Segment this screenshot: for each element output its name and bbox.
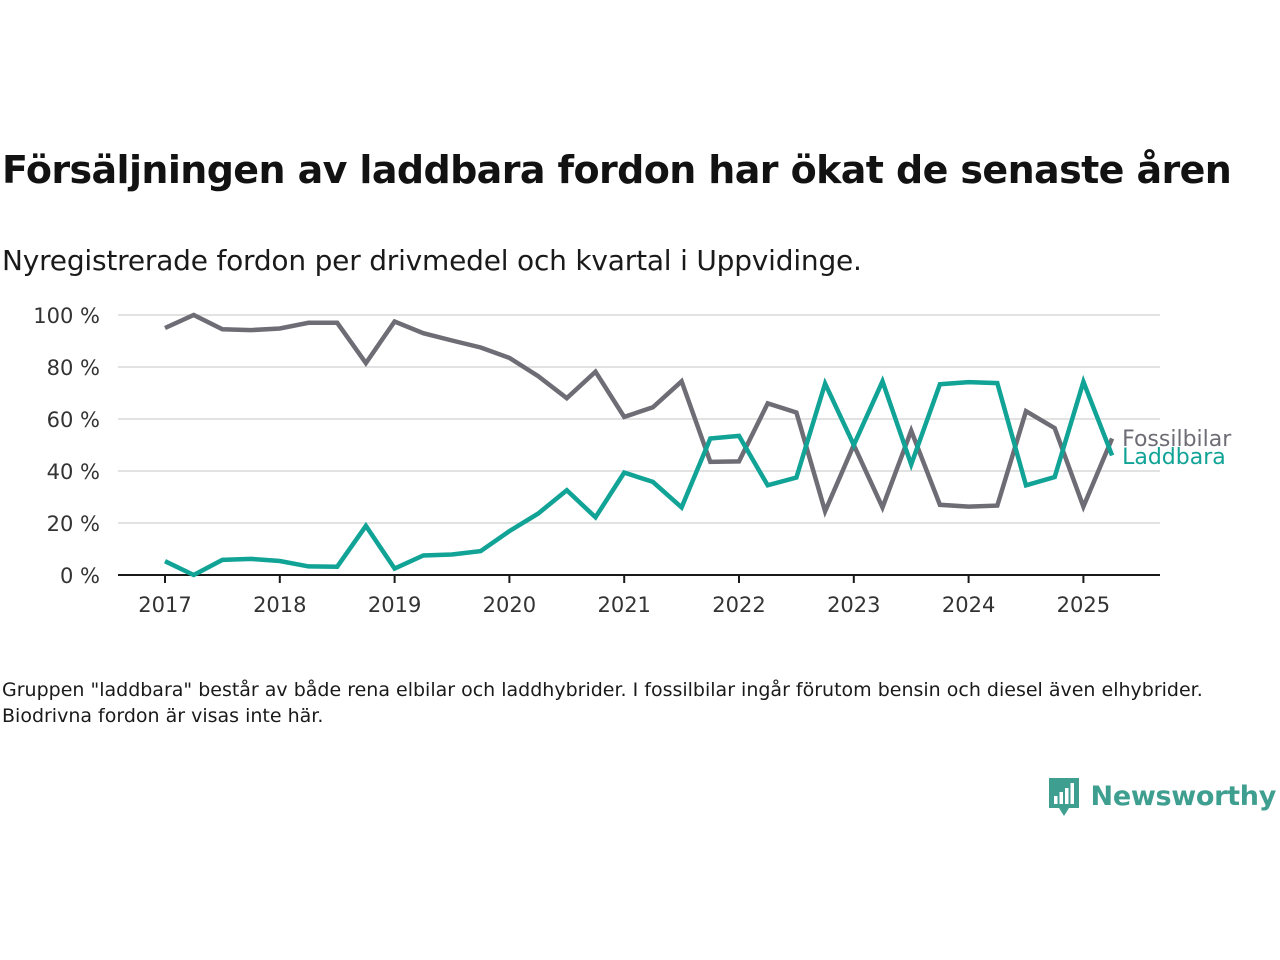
y-tick-label: 60 % xyxy=(47,408,100,432)
x-tick-label: 2024 xyxy=(942,593,995,617)
x-tick-label: 2019 xyxy=(368,593,421,617)
x-axis-ticks: 2017 2018 2019 2020 2021 2022 2023 2024 2025 xyxy=(138,575,1110,617)
x-tick-label: 2023 xyxy=(827,593,880,617)
line-chart: 0 % 20 % 40 % 60 % 80 % 100 % 2017 2018 2019 202… xyxy=(33,304,1232,617)
newsworthy-logo-icon xyxy=(1048,778,1079,816)
y-tick-label: 40 % xyxy=(47,460,100,484)
y-axis-ticks: 0 % 20 % 40 % 60 % 80 % 100 % xyxy=(33,304,100,588)
x-tick-label: 2025 xyxy=(1057,593,1110,617)
x-tick-label: 2018 xyxy=(253,593,306,617)
series-line-laddbara xyxy=(164,374,1115,578)
brand-logo: Newsworthy xyxy=(1047,774,1276,818)
brand-name: Newsworthy xyxy=(1090,780,1277,812)
chart-subtitle: Nyregistrerade fordon per drivmedel och … xyxy=(2,244,862,277)
y-tick-label: 20 % xyxy=(47,512,100,536)
series-line-fossilbilar xyxy=(164,312,1115,518)
chart-title: Försäljningen av laddbara fordon har öka… xyxy=(2,148,1232,192)
series-label-fossilbilar: Fossilbilar xyxy=(1122,427,1232,452)
x-tick-label: 2022 xyxy=(712,593,765,617)
grid-lines xyxy=(118,314,1160,524)
y-tick-label: 0 % xyxy=(60,564,100,588)
x-tick-label: 2017 xyxy=(138,593,191,617)
series-lines xyxy=(164,312,1115,578)
x-tick-label: 2021 xyxy=(597,593,650,617)
x-tick-label: 2020 xyxy=(483,593,536,617)
series-label-laddbara: Laddbara xyxy=(1122,445,1226,470)
y-tick-label: 80 % xyxy=(47,356,100,380)
y-tick-label: 100 % xyxy=(33,304,100,328)
footnote: Gruppen "laddbara" består av både rena e… xyxy=(2,679,1203,727)
